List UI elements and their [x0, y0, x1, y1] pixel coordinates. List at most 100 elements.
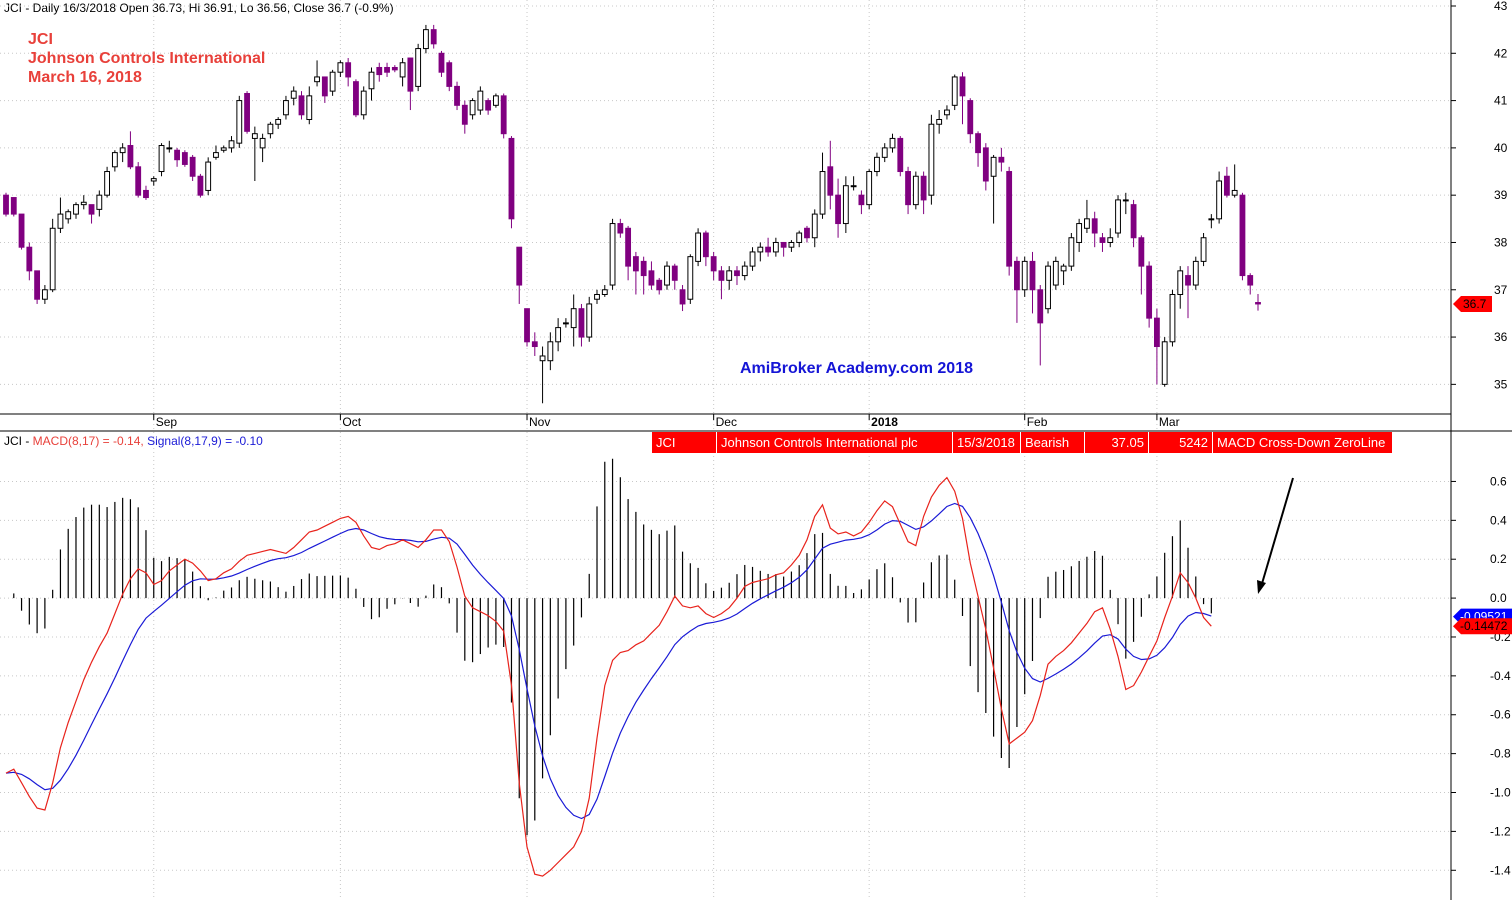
candle: [1060, 263, 1067, 286]
signal-alert-bar: JCI Johnson Controls International plc 1…: [652, 432, 1392, 453]
candle-body: [96, 194, 103, 210]
candle: [1146, 261, 1153, 328]
candle: [49, 218, 56, 293]
candle: [3, 192, 9, 217]
candle: [353, 79, 359, 118]
candle-body: [80, 201, 87, 206]
candle-body: [998, 156, 1005, 163]
candle: [516, 246, 523, 304]
last-price-badge: [1453, 295, 1492, 312]
candle-body: [259, 137, 266, 149]
candle: [314, 60, 320, 87]
macd-tick-label: 0.0: [1490, 591, 1507, 605]
candle-body: [1115, 199, 1121, 234]
candle-body: [975, 133, 981, 154]
candle-body: [1076, 223, 1083, 243]
candle-body: [26, 246, 33, 272]
candle: [897, 136, 904, 177]
candle-body: [135, 166, 142, 196]
company-title: Johnson Controls International: [28, 50, 266, 67]
price-tick-label: 38: [1494, 235, 1508, 249]
candle-body: [842, 185, 849, 225]
candle: [306, 86, 313, 125]
candle: [640, 256, 647, 295]
candle: [1153, 308, 1160, 385]
candle-body: [835, 194, 841, 225]
candle: [866, 169, 873, 210]
candle: [555, 318, 562, 352]
candle: [337, 60, 344, 77]
candle-body: [329, 71, 336, 92]
candle-body: [1146, 265, 1153, 319]
candle-body: [228, 140, 235, 149]
candle: [275, 117, 282, 129]
candle-body: [562, 322, 569, 325]
candle: [944, 105, 950, 120]
alert-price: 37.05: [1084, 432, 1148, 453]
candle: [1084, 199, 1090, 234]
candle-body: [1068, 237, 1075, 267]
candle-body: [275, 119, 282, 125]
candle: [702, 230, 709, 267]
month-label: Oct: [342, 415, 361, 429]
candle-body: [1169, 293, 1176, 343]
candle: [1029, 251, 1036, 314]
candle: [570, 294, 577, 347]
candle-body: [1029, 260, 1036, 291]
candle: [461, 100, 468, 134]
candle: [757, 242, 764, 262]
macd-tick-label: 0.4: [1490, 513, 1507, 527]
watermark: AmiBroker Academy.com 2018: [740, 360, 973, 377]
candle-body: [181, 152, 188, 165]
candle: [10, 197, 17, 217]
candle-body: [337, 62, 344, 73]
candle-body: [236, 100, 243, 144]
candle: [205, 157, 212, 196]
candle-body: [897, 137, 904, 173]
candle-body: [353, 81, 359, 116]
candle: [788, 240, 795, 252]
candle: [18, 213, 25, 250]
month-label: Feb: [1027, 415, 1048, 429]
candle-body: [57, 213, 64, 229]
candle-body: [772, 241, 779, 253]
candle: [928, 114, 935, 205]
month-label: Dec: [716, 415, 737, 429]
candle: [726, 266, 733, 290]
price-tick-label: 35: [1494, 377, 1508, 391]
candle-body: [1130, 204, 1137, 239]
candle-body: [640, 260, 647, 277]
candle-body: [1208, 218, 1215, 221]
candle: [1122, 192, 1129, 215]
candle: [1099, 233, 1106, 252]
candle-body: [345, 62, 352, 78]
candle: [493, 93, 499, 108]
macd-tick-label: -1.0: [1490, 786, 1511, 800]
candle: [228, 136, 235, 153]
price-tick-label: 41: [1494, 94, 1508, 108]
candle-body: [944, 109, 950, 116]
candle-body: [804, 227, 810, 239]
candle-body: [267, 123, 274, 135]
candle-body: [1037, 289, 1044, 324]
candle: [1076, 218, 1083, 252]
candle-body: [1006, 171, 1013, 267]
candle: [664, 261, 670, 290]
candle-body: [391, 66, 398, 71]
candle: [1255, 294, 1261, 311]
candle-body: [1122, 199, 1129, 202]
candle: [842, 176, 849, 234]
candle: [967, 98, 974, 144]
candle-body: [477, 90, 484, 111]
candle: [508, 136, 515, 229]
candle-body: [34, 270, 41, 300]
candle: [236, 95, 243, 148]
candle: [384, 62, 390, 77]
macd-lines: [5, 476, 1212, 877]
signal-value-label: Signal(8,17,9) = -0.10: [147, 434, 263, 448]
candle: [143, 185, 149, 200]
candle-body: [874, 156, 880, 173]
candle-body: [578, 308, 585, 338]
candle-body: [710, 256, 717, 272]
candle-body: [65, 211, 72, 220]
